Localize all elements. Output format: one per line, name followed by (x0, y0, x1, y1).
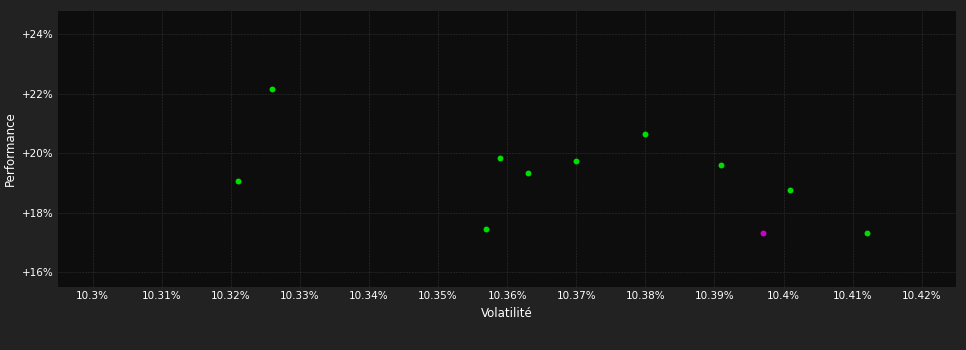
Point (265, 86, 280, 92)
Point (569, 158, 584, 163)
Point (520, 170, 535, 175)
Point (479, 226, 495, 232)
Point (782, 188, 798, 193)
Point (230, 178, 245, 184)
Point (714, 162, 729, 168)
X-axis label: Volatilité: Volatilité (481, 307, 533, 320)
Point (859, 231, 874, 236)
Point (755, 231, 771, 236)
Point (493, 155, 508, 160)
Point (638, 131, 653, 137)
Y-axis label: Performance: Performance (4, 111, 16, 186)
